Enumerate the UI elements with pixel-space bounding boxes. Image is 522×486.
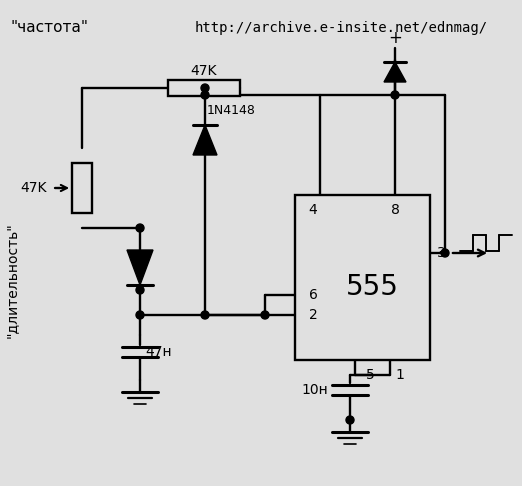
Text: 2: 2 [309, 308, 317, 322]
Circle shape [201, 91, 209, 99]
Text: 8: 8 [390, 203, 399, 217]
Text: +: + [388, 29, 402, 47]
Text: 10н: 10н [301, 383, 328, 397]
Bar [72, 163, 92, 213]
Circle shape [136, 286, 144, 294]
Text: 5: 5 [365, 368, 374, 382]
Polygon shape [193, 125, 217, 155]
Circle shape [201, 84, 209, 92]
Text: 47н: 47н [145, 345, 172, 359]
Text: 47K: 47K [20, 181, 47, 195]
Text: 47K: 47K [191, 64, 217, 78]
Circle shape [441, 249, 449, 257]
Circle shape [346, 416, 354, 424]
Bar [168, 80, 240, 96]
Polygon shape [127, 250, 153, 285]
Circle shape [136, 311, 144, 319]
Text: http://archive.e-insite.net/ednmag/: http://archive.e-insite.net/ednmag/ [195, 21, 488, 35]
Text: 3: 3 [437, 246, 446, 260]
Circle shape [391, 91, 399, 99]
Text: "длительность": "длительность" [5, 222, 19, 338]
Text: 1N4148: 1N4148 [207, 104, 256, 117]
Bar [295, 195, 430, 360]
Text: "частота": "частота" [10, 20, 88, 35]
Text: 555: 555 [346, 273, 398, 301]
Circle shape [136, 224, 144, 232]
Text: 6: 6 [309, 288, 317, 302]
Text: 4: 4 [309, 203, 317, 217]
Circle shape [261, 311, 269, 319]
Circle shape [201, 311, 209, 319]
Text: 1: 1 [396, 368, 405, 382]
Polygon shape [384, 62, 406, 82]
